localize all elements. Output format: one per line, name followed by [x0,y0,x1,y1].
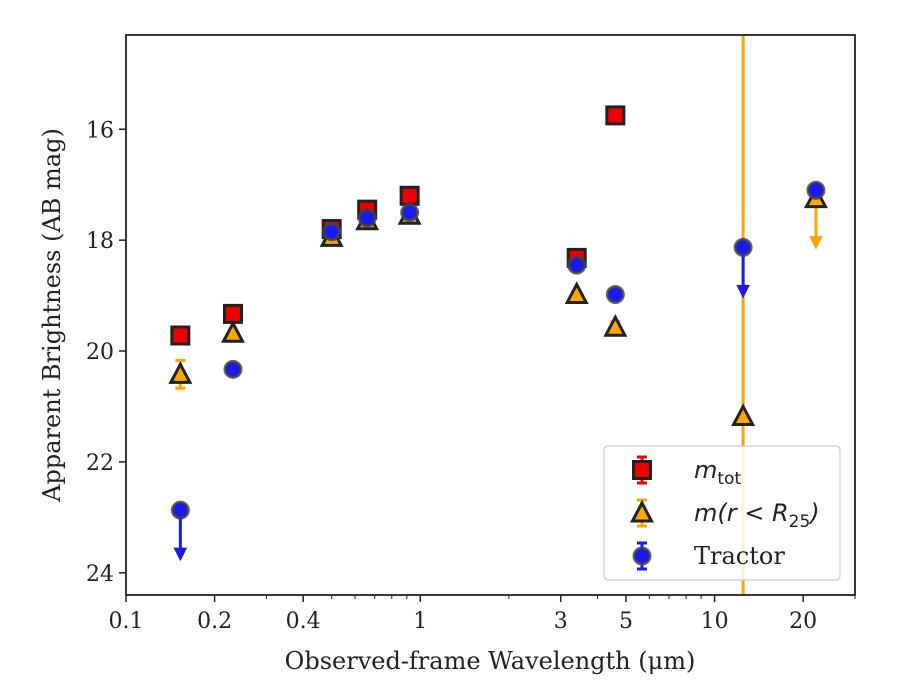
x-tick-label: 10 [701,609,729,634]
data-point-circle [357,208,377,228]
data-point-circle [322,222,342,242]
series-circle [170,180,826,562]
y-tick-label: 18 [86,229,114,254]
x-tick-label: 0.2 [197,609,232,634]
plot-layer [168,35,828,595]
data-point-circle [170,500,190,520]
y-tick-label: 22 [86,451,114,476]
x-tick-label: 20 [789,609,817,634]
data-point-circle [733,237,753,257]
series-triangle [168,185,828,426]
y-axis-ticks: 16 18 20 22 24 [86,118,126,587]
y-axis-label: Apparent Brightness (AB mag) [38,128,66,503]
y-tick-label: 16 [86,118,114,143]
legend-item: Tractor [632,541,785,571]
data-point-circle [223,359,243,379]
data-point-square [605,105,626,126]
data-point-triangle [564,281,589,304]
x-tick-label: 5 [619,609,633,634]
data-point-triangle [168,361,193,384]
x-axis-label: Observed-frame Wavelength (μm) [285,647,696,675]
legend: mtot m(r < R25) Tractor [603,445,841,581]
data-point-square [399,185,420,206]
legend-box [603,445,841,581]
legend-label: m(r < R25) [694,499,820,532]
legend-label: mtot [694,456,741,489]
data-point-triangle [731,403,756,426]
x-tick-label: 3 [554,609,568,634]
x-tick-label: 0.4 [286,609,321,634]
data-point-triangle [221,320,245,343]
x-tick-label: 0.1 [109,609,144,634]
legend-marker-square [632,460,652,480]
y-tick-label: 20 [86,340,114,365]
x-axis-ticks: 0.1 0.2 0.4 1 3 5 10 20 [109,595,856,634]
series-square [170,105,626,346]
data-point-triangle [603,313,628,337]
plot-frame [125,34,856,596]
upper-limit-arrowhead [173,547,188,562]
upper-limit-arrowhead [809,236,823,250]
data-point-square [223,303,244,324]
x-tick-label: 1 [413,609,427,634]
data-point-square [170,325,191,346]
legend-item: mtot [632,455,741,489]
data-point-circle [605,284,625,304]
data-point-circle [400,202,420,222]
upper-limit-arrowhead [736,284,750,299]
legend-marker-circle [632,546,652,566]
legend-marker-triangle [630,499,654,523]
legend-item: m(r < R25) [630,498,820,532]
data-point-circle [806,180,826,200]
y-tick-label: 24 [86,562,114,587]
data-point-circle [567,255,587,275]
legend-label: Tractor [694,542,785,570]
